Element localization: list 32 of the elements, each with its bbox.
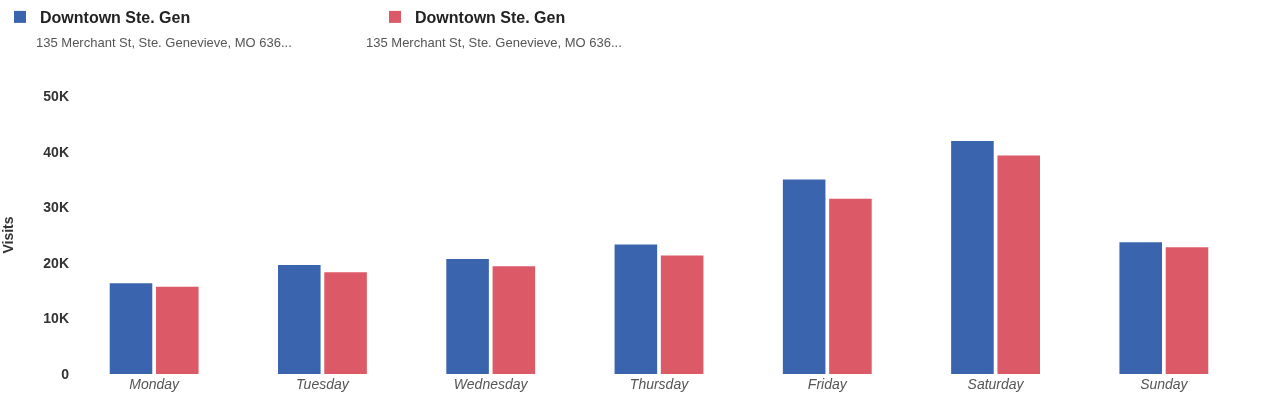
bar [155, 286, 199, 374]
legend-label: Downtown Ste. Gen [415, 9, 566, 27]
x-tick-label: Tuesday [296, 376, 350, 392]
bar [614, 244, 658, 374]
bar [324, 272, 367, 374]
bar [660, 255, 704, 374]
bar [997, 155, 1040, 374]
y-tick-label: 0 [61, 365, 70, 382]
bar [492, 266, 536, 374]
bar [278, 265, 321, 374]
x-tick-label: Sunday [1140, 376, 1189, 392]
bar [1165, 247, 1209, 374]
bar [446, 258, 489, 374]
x-tick-label: Monday [129, 376, 181, 392]
bar [951, 141, 994, 374]
x-tick-label: Thursday [629, 376, 690, 392]
text: 135 Merchant St, Ste. Genevieve, MO 636... [366, 35, 622, 50]
y-tick-label: 30K [43, 199, 69, 216]
y-tick-label: 20K [43, 254, 69, 271]
bar [1119, 242, 1163, 374]
legend-label: Downtown Ste. Gen [40, 9, 191, 27]
bar [829, 198, 872, 374]
y-tick-label: 10K [43, 310, 69, 327]
y-tick-label: 40K [43, 143, 69, 160]
y-tick-label: 50K [43, 87, 69, 104]
x-tick-label: Friday [807, 376, 848, 392]
x-tick-label: Wednesday [453, 376, 529, 392]
bar [782, 179, 826, 374]
x-tick-label: Saturday [967, 376, 1025, 392]
bar [109, 283, 153, 374]
text: 135 Merchant St, Ste. Genevieve, MO 636... [36, 35, 292, 50]
y-axis-title: Visits [0, 216, 16, 254]
